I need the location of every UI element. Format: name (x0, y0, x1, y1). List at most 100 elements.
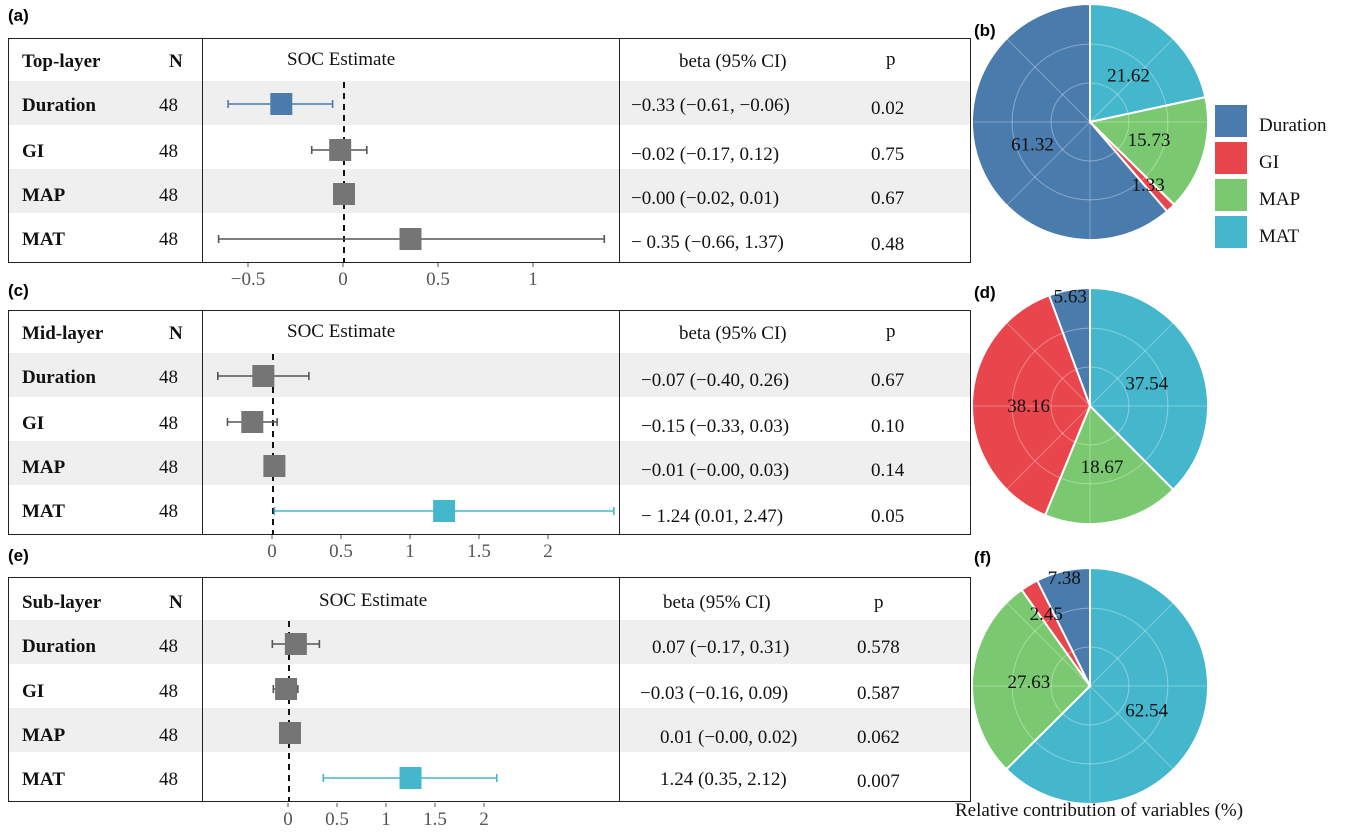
table-header (9, 578, 970, 621)
variable-label: GI (22, 681, 45, 702)
pie-slice-map (1087, 95, 1209, 207)
legend-swatch (1215, 105, 1247, 137)
pie-label: 7.38 (1048, 568, 1081, 589)
pie-label: 18.67 (1081, 457, 1124, 478)
x-tick-label: 0 (338, 269, 348, 290)
pie-grid-spoke (1089, 602, 1174, 687)
pie-chart-top-layer: 21.62 15.73 1.33 61.32 (971, 2, 1209, 241)
p-value: 0.48 (871, 234, 905, 255)
pie-slice-map (971, 588, 1092, 771)
x-tick-label: 0 (283, 809, 293, 830)
table-row (9, 620, 970, 664)
x-tick-label: 1.5 (467, 541, 491, 562)
pie-grid-spoke (1006, 121, 1091, 206)
variable-label: Duration (22, 95, 96, 116)
column-divider (202, 578, 203, 801)
column-divider (619, 39, 620, 262)
pie-slice-duration (1047, 286, 1091, 407)
x-tick-label: 0.5 (329, 541, 353, 562)
n-value: 48 (159, 636, 178, 657)
p-value: 0.062 (857, 727, 900, 748)
pie-grid-ring (1050, 646, 1130, 726)
pie-slice-map (1043, 404, 1175, 525)
variable-label: MAP (22, 725, 66, 746)
beta-value: 0.07 (−0.17, 0.31) (652, 637, 790, 658)
pie-label: 15.73 (1128, 130, 1171, 151)
p-value: 0.05 (871, 506, 905, 527)
variable-label: MAP (22, 457, 66, 478)
pie-label: 2.45 (1030, 604, 1063, 625)
pie-grid-spoke (1089, 685, 1174, 770)
x-tick-label: 1 (528, 269, 538, 290)
p-value: 0.587 (857, 683, 900, 704)
x-tick-label: 1.5 (423, 809, 447, 830)
panel-letter-c: (c) (8, 281, 29, 300)
pie-slice-duration (971, 2, 1169, 241)
beta-value: −0.15 (−0.33, 0.03) (641, 416, 790, 437)
beta-value: − 1.24 (0.01, 2.47) (641, 506, 784, 527)
x-tick-label: 1 (381, 809, 391, 830)
column-divider (619, 578, 620, 801)
n-value: 48 (159, 769, 178, 790)
estimate-header: SOC Estimate (287, 321, 396, 342)
legend-label: Duration (1259, 115, 1327, 136)
table-header (9, 39, 970, 82)
variable-label: MAT (22, 769, 65, 790)
table-row (9, 169, 970, 213)
variable-label: GI (22, 141, 45, 162)
n-value: 48 (159, 185, 178, 206)
pie-slice-mat (1004, 566, 1209, 805)
beta-header: beta (95% CI) (679, 323, 787, 344)
variable-label: MAT (22, 229, 65, 250)
beta-value: −0.00 (−0.02, 0.01) (631, 188, 780, 209)
table-row (9, 664, 970, 708)
pie-grid-spoke (1089, 121, 1174, 206)
legend-swatch (1215, 142, 1247, 174)
table-row (9, 213, 970, 257)
column-divider (202, 39, 203, 262)
p-value: 0.67 (871, 188, 905, 209)
p-header: p (874, 592, 884, 613)
beta-value: −0.03 (−0.16, 0.09) (640, 683, 789, 704)
panel-letter-b: (b) (974, 21, 996, 40)
pie-caption: Relative contribution of variables (%) (955, 800, 1244, 821)
table-row (9, 353, 970, 397)
forest-table-top-layer: Top-layer N SOC Estimate beta (95% CI) p… (8, 38, 971, 263)
pie-label: 1.33 (1131, 175, 1164, 196)
table-row (9, 485, 970, 529)
pie-slice-duration (1035, 566, 1091, 687)
n-header: N (169, 51, 183, 72)
pie-slice-mat (1089, 2, 1207, 124)
pie-grid-ring (1011, 327, 1169, 485)
pie-grid-ring (1011, 43, 1169, 201)
beta-header: beta (95% CI) (663, 592, 771, 613)
beta-value: −0.33 (−0.61, −0.06) (631, 95, 790, 116)
n-value: 48 (159, 501, 178, 522)
n-value: 48 (159, 95, 178, 116)
pie-label: 38.16 (1007, 396, 1050, 417)
p-value: 0.578 (857, 637, 900, 658)
legend-label: GI (1259, 152, 1280, 173)
beta-value: −0.07 (−0.40, 0.26) (641, 370, 790, 391)
n-value: 48 (159, 725, 178, 746)
x-tick-label: 0.5 (426, 269, 450, 290)
n-value: 48 (159, 229, 178, 250)
layer-label: Top-layer (22, 51, 101, 72)
pie-label: 5.63 (1054, 287, 1087, 308)
panel-letter-f: (f) (974, 548, 991, 567)
pie-slice-gi (971, 294, 1092, 517)
pie-grid-spoke (1006, 405, 1091, 490)
pie-grid-spoke (1089, 322, 1174, 407)
table-row (9, 752, 970, 796)
x-tick-label: 2 (479, 809, 489, 830)
legend-label: MAT (1259, 226, 1300, 247)
p-header: p (886, 49, 896, 70)
panel-letter-d: (d) (974, 283, 996, 302)
legend-label: MAP (1259, 189, 1301, 210)
legend-swatch (1215, 179, 1247, 211)
forest-table-sub-layer: Sub-layer N SOC Estimate beta (95% CI) p… (8, 577, 971, 802)
variable-label: Duration (22, 367, 96, 388)
variable-label: MAP (22, 185, 66, 206)
p-value: 0.14 (871, 460, 905, 481)
beta-header: beta (95% CI) (679, 51, 787, 72)
